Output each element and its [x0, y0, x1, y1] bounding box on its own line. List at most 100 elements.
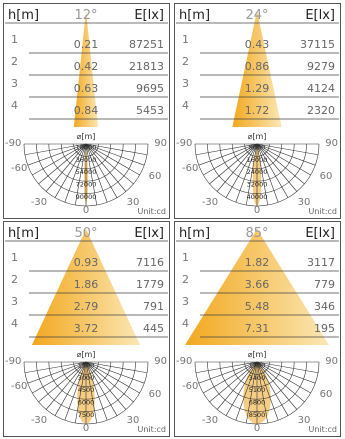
polar-angle-label: 0	[83, 423, 89, 434]
row-lux: 445	[143, 322, 164, 335]
h-label: h[m]	[179, 226, 210, 241]
polar-spoke	[256, 143, 305, 185]
polar-spoke	[64, 143, 87, 203]
unit-label: Unit:cd	[138, 207, 166, 216]
row-diameter: 0.86	[245, 60, 270, 73]
polar-angle-label: 90	[325, 356, 338, 367]
polar-spoke	[256, 361, 316, 384]
polar-spoke	[209, 361, 258, 403]
polar-ring-label: 36000	[76, 156, 97, 164]
polar-spoke	[256, 143, 279, 203]
row-diameter: 0.93	[74, 256, 99, 269]
row-diameter: 0.21	[74, 38, 99, 51]
polar-ring-label: 90000	[76, 193, 97, 201]
polar-angle-label: 30	[127, 415, 140, 426]
diameter-label: ⌀[m]	[77, 350, 96, 359]
polar-spoke	[245, 361, 258, 424]
polar-spoke	[85, 361, 127, 410]
polar-angle-label: -30	[202, 415, 218, 426]
polar-ring-label: 7500	[78, 411, 95, 419]
polar-spoke	[85, 361, 148, 374]
polar-angle-label: -30	[31, 415, 47, 426]
row-lux: 195	[314, 322, 335, 335]
e-label: E[lx]	[134, 8, 164, 23]
polar-spoke	[216, 143, 258, 192]
e-label: E[lx]	[305, 226, 335, 241]
polar-spoke	[85, 361, 134, 403]
polar-spoke	[85, 143, 118, 198]
row-diameter: 5.48	[245, 300, 270, 313]
polar-spoke	[85, 143, 108, 203]
polar-spoke	[256, 361, 311, 394]
polar-spoke	[256, 143, 316, 166]
polar-angle-label: -90	[5, 356, 21, 367]
polar-spoke	[24, 361, 87, 374]
row-height: 3	[11, 295, 18, 308]
polar-angle-label: 0	[254, 205, 260, 216]
e-label: E[lx]	[305, 8, 335, 23]
polar-spoke	[256, 361, 289, 416]
polar-spoke	[85, 361, 145, 384]
polar-ring-label: 16000	[247, 156, 268, 164]
row-height: 4	[182, 99, 189, 112]
polar-angle-label: 90	[154, 138, 167, 149]
polar-spoke	[209, 143, 258, 185]
row-diameter: 2.79	[74, 300, 99, 313]
row-diameter: 1.86	[74, 278, 99, 291]
polar-ring-label: 4500	[78, 386, 95, 394]
diameter-label: ⌀[m]	[77, 132, 96, 141]
polar-ring-label: 40000	[247, 193, 268, 201]
polar-angle-label: -90	[5, 138, 21, 149]
polar-spoke	[256, 361, 279, 421]
polar-spoke	[38, 361, 87, 403]
row-height: 3	[182, 77, 189, 90]
polar-spoke	[225, 143, 258, 198]
row-diameter: 0.84	[74, 104, 99, 117]
row-lux: 37115	[300, 38, 335, 51]
beam-angle: 50°	[74, 226, 97, 241]
beam-panel-chart: h[m] 85° E[lx] 1 1.82 3117 2 3.66 779 3 5.48 346 4 7.…	[174, 221, 341, 437]
row-lux: 9695	[136, 82, 164, 95]
row-diameter: 1.29	[245, 82, 270, 95]
polar-spoke	[256, 143, 289, 198]
polar-ring-label: 8000	[249, 143, 266, 151]
row-height: 3	[182, 295, 189, 308]
row-height: 2	[182, 273, 189, 286]
polar-angle-label: 60	[320, 389, 333, 400]
polar-ring-label: 3000	[78, 374, 95, 382]
polar-spoke	[256, 361, 319, 374]
row-diameter: 3.72	[74, 322, 99, 335]
polar-spoke	[74, 143, 87, 206]
row-height: 1	[11, 33, 18, 46]
polar-spoke	[74, 361, 87, 424]
row-lux: 2320	[307, 104, 335, 117]
beam-cone	[73, 11, 99, 127]
row-diameter: 3.66	[245, 278, 270, 291]
row-lux: 3117	[307, 256, 335, 269]
polar-angle-label: 90	[154, 356, 167, 367]
polar-spoke	[235, 361, 258, 421]
beam-angle: 12°	[74, 8, 97, 23]
polar-spoke	[54, 361, 87, 416]
row-height: 4	[11, 99, 18, 112]
polar-angle-label: 60	[320, 171, 333, 182]
h-label: h[m]	[8, 226, 39, 241]
beam-cone	[31, 229, 141, 345]
beam-panel: h[m] 12° E[lx] 1 0.21 87251 2 0.42 21813 3 0.63 969…	[3, 3, 170, 219]
polar-ring-label: 6800	[249, 399, 266, 407]
polar-spoke	[85, 143, 148, 156]
polar-spoke	[85, 143, 145, 166]
polar-spoke	[27, 361, 87, 384]
row-lux: 87251	[129, 38, 164, 51]
beam-panel: h[m] 50° E[lx] 1 0.93 7116 2 1.86 1779 3 2.79 791 4 3…	[3, 221, 170, 437]
polar-spoke	[225, 361, 258, 416]
beam-angle: 24°	[245, 8, 268, 23]
polar-ring-label: 18000	[76, 143, 97, 151]
polar-angle-label: -90	[176, 138, 192, 149]
row-height: 4	[182, 317, 189, 330]
polar-spoke	[256, 143, 298, 192]
panel-border	[174, 221, 341, 437]
polar-angle-label: -60	[182, 381, 198, 392]
polar-spoke	[85, 143, 98, 206]
